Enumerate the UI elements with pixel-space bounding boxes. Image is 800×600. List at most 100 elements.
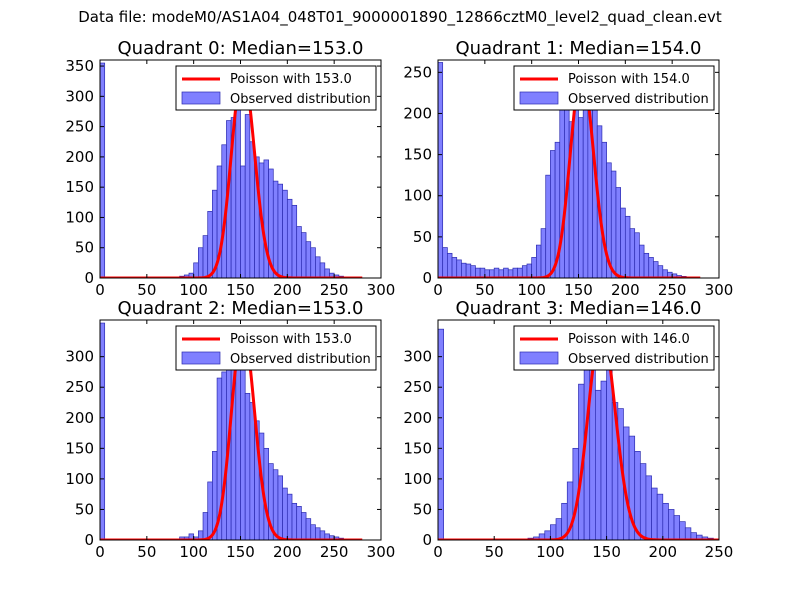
quadrant-1-bar-41 — [629, 228, 636, 278]
quadrant-2-bar-13 — [235, 356, 241, 540]
quadrant-3-bar-0 — [438, 328, 444, 540]
quadrant-0-bar-21 — [272, 180, 279, 278]
quadrant-0-bar-27 — [301, 232, 307, 278]
quadrant-2-ytick-label-1: 50 — [75, 500, 94, 518]
quadrant-1-legend-line-label: Poisson with 154.0 — [568, 72, 690, 87]
quadrant-3-bar-13 — [595, 389, 602, 540]
quadrant-1-bar-45 — [648, 257, 654, 278]
quadrant-0-bar-30 — [315, 256, 321, 278]
quadrant-0-xtick-label-6: 300 — [367, 281, 396, 299]
quadrant-3-ytick-label-5: 250 — [403, 378, 432, 396]
quadrant-3-xtick-label-2: 100 — [536, 543, 565, 561]
quadrant-1-bar-46 — [653, 261, 659, 278]
quadrant-1-xtick-label-2: 100 — [517, 281, 546, 299]
quadrant-0-bar-26 — [296, 226, 302, 278]
quadrant-0-poisson-line — [100, 70, 363, 278]
quadrant-2-bar-10 — [221, 371, 227, 540]
quadrant-1-bar-29 — [573, 109, 579, 278]
quadrant-2-bar-22 — [277, 475, 284, 540]
quadrant-1-bar-1 — [442, 247, 448, 278]
quadrant-0-bar-13 — [235, 95, 241, 278]
quadrant-0-bar-29 — [310, 247, 316, 278]
quadrant-1-ytick-label-3: 150 — [403, 146, 432, 164]
quadrant-1-bar-43 — [639, 244, 645, 278]
quadrant-0-bar-24 — [286, 198, 293, 278]
quadrant-3-legend: Poisson with 146.0 Observed distribution — [513, 325, 715, 371]
quadrant-1-xtick-label-3: 150 — [564, 281, 593, 299]
quadrant-3-axes-frame — [437, 319, 720, 541]
quadrant-2-ytick-label-3: 150 — [65, 439, 94, 457]
quadrant-0-bar-25 — [291, 204, 298, 278]
quadrant-2-ytick-label-4: 200 — [65, 409, 94, 427]
quadrant-2-bar-15 — [244, 392, 251, 540]
quadrant-2-bar-24 — [286, 493, 293, 540]
quadrant-3-ytick-label-4: 200 — [403, 409, 432, 427]
quadrant-1-bar-3 — [451, 257, 458, 278]
quadrant-1-xtick-label-5: 250 — [658, 281, 687, 299]
quadrant-2-bar-0 — [100, 322, 106, 540]
quadrant-1-bar-44 — [643, 252, 650, 278]
quadrant-0-xtick-label-4: 200 — [273, 281, 302, 299]
quadrant-3-poisson-line — [438, 327, 719, 540]
quadrant-2-legend-line-label: Poisson with 153.0 — [230, 332, 352, 347]
quadrant-3-legend-bar-label: Observed distribution — [568, 352, 709, 367]
quadrant-0-bar-5 — [198, 247, 204, 278]
quadrant-0-bar-4 — [193, 262, 199, 278]
figure-suptitle: Data file: modeM0/AS1A04_048T01_90000018… — [78, 8, 722, 26]
quadrant-2-ytick-label-2: 100 — [65, 470, 94, 488]
quadrant-0-legend-line-label: Poisson with 153.0 — [230, 72, 352, 87]
quadrant-1-bar-20 — [531, 257, 537, 278]
quadrant-2-bar-27 — [301, 512, 307, 540]
quadrant-2-bar-21 — [272, 469, 279, 540]
quadrant-3-title: Quadrant 3: Median=146.0 — [456, 298, 702, 319]
quadrant-3-ytick-label-0: 0 — [422, 531, 432, 549]
quadrant-0-bar-22 — [277, 183, 284, 278]
quadrant-2-xtick-label-6: 300 — [367, 543, 396, 561]
quadrant-2-bar-6 — [202, 512, 209, 540]
quadrant-0-ytick-label-6: 300 — [65, 87, 94, 105]
quadrant-3-bar-26 — [668, 509, 675, 540]
quadrant-2-bar-14 — [240, 359, 246, 540]
quadrant-1-ytick-label-4: 200 — [403, 104, 432, 122]
quadrant-2-xtick-label-5: 250 — [320, 543, 349, 561]
quadrant-1-bar-6 — [465, 263, 472, 278]
quadrant-2-bar-25 — [291, 502, 298, 540]
quadrant-3-bar-25 — [662, 502, 669, 540]
quadrant-2-xtick-label-3: 150 — [226, 543, 255, 561]
quadrant-3-ytick-label-3: 150 — [403, 439, 432, 457]
quadrant-2-legend-bar-swatch — [181, 351, 221, 365]
quadrant-3-bar-14 — [600, 380, 607, 540]
quadrant-2-bar-16 — [249, 402, 255, 540]
quadrant-1-legend-bar-label: Observed distribution — [568, 92, 709, 107]
quadrant-2-bar-26 — [296, 506, 302, 540]
quadrant-3-bar-29 — [684, 527, 692, 540]
quadrant-3-ytick-label-1: 50 — [413, 500, 432, 518]
quadrant-1-ytick-label-2: 100 — [403, 187, 432, 205]
quadrant-1-title: Quadrant 1: Median=154.0 — [456, 38, 702, 59]
quadrant-2-xtick-label-1: 50 — [137, 543, 156, 561]
quadrant-0-ytick-label-7: 350 — [65, 57, 94, 75]
quadrant-2-xtick-label-0: 0 — [95, 543, 105, 561]
quadrant-3-bar-28 — [679, 521, 686, 540]
quadrant-0-bar-7 — [207, 211, 213, 278]
quadrant-1-legend-bar-swatch — [519, 91, 559, 105]
quadrant-0-bar-31 — [319, 262, 326, 278]
quadrant-3-xtick-label-4: 200 — [648, 543, 677, 561]
quadrant-1-xtick-label-6: 300 — [705, 281, 734, 299]
quadrant-1-bar-40 — [624, 215, 631, 278]
quadrant-1-ytick-label-1: 50 — [413, 228, 432, 246]
quadrant-3-bar-27 — [673, 515, 681, 540]
quadrant-1-bar-31 — [582, 92, 589, 278]
quadrant-0-bar-14 — [240, 165, 246, 278]
quadrant-3-ytick-label-6: 300 — [403, 348, 432, 366]
quadrant-2-legend-bar-label: Observed distribution — [230, 352, 371, 367]
quadrant-3-xtick-label-1: 50 — [485, 543, 504, 561]
quadrant-1-bar-5 — [461, 262, 467, 278]
quadrant-0-bar-15 — [244, 114, 251, 278]
quadrant-2-ytick-label-0: 0 — [84, 531, 94, 549]
quadrant-1-bar-22 — [540, 228, 547, 278]
quadrant-3-xtick-label-3: 150 — [592, 543, 621, 561]
quadrant-0-bar-16 — [249, 141, 255, 278]
quadrant-0-ytick-label-2: 100 — [65, 208, 94, 226]
